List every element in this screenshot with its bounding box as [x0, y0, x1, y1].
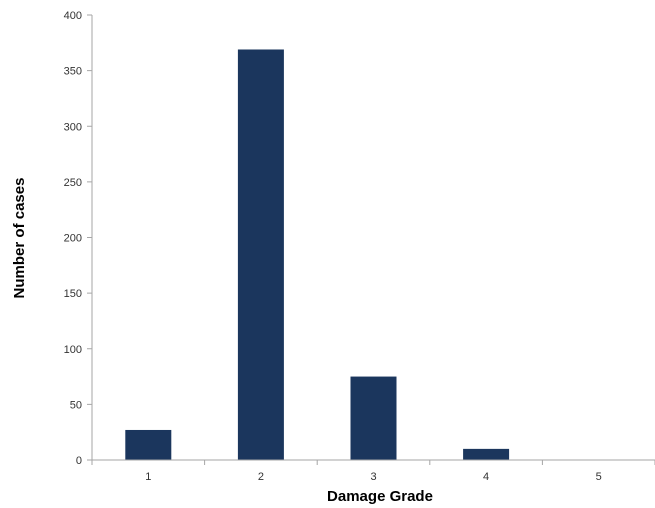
y-tick-label: 50: [70, 399, 82, 411]
bar: [125, 430, 171, 460]
bar: [351, 377, 397, 460]
y-tick-label: 100: [64, 344, 82, 356]
y-tick-label: 350: [64, 66, 82, 78]
y-axis: 0 50 100 150 200 250 300 350 400: [64, 10, 92, 467]
bar: [238, 49, 284, 460]
bars-group: [125, 49, 509, 460]
y-tick-label: 400: [64, 10, 82, 22]
x-tick-label: 3: [370, 471, 376, 483]
y-tick-label: 150: [64, 288, 82, 300]
y-tick-label: 0: [76, 455, 82, 467]
x-axis-title: Damage Grade: [327, 488, 433, 505]
y-tick-label: 300: [64, 121, 82, 133]
x-tick-label: 2: [258, 471, 264, 483]
x-tick-label: 1: [145, 471, 151, 483]
y-tick-label: 250: [64, 177, 82, 189]
y-axis-title: Number of cases: [11, 178, 28, 299]
y-tick-label: 200: [64, 233, 82, 245]
x-tick-label: 5: [596, 471, 602, 483]
x-axis: 1 2 3 4 5: [92, 460, 655, 483]
x-tick-label: 4: [483, 471, 489, 483]
bar: [463, 449, 509, 460]
